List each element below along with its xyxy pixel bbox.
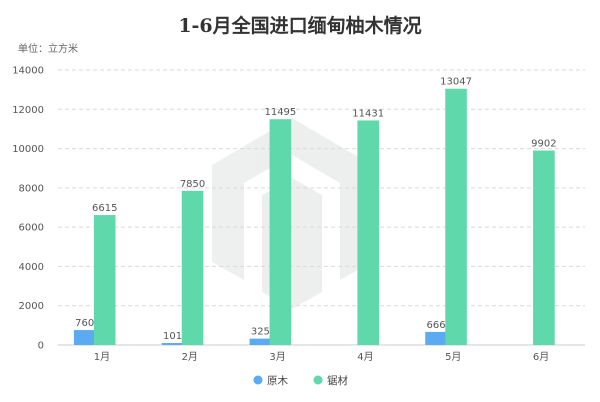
gridlines	[58, 69, 585, 346]
data-label: 11495	[264, 107, 296, 118]
x-tick-label: 4月	[357, 351, 373, 363]
y-tick-label: 6000	[19, 223, 44, 234]
legend-marker	[253, 375, 263, 385]
data-label: 760	[75, 318, 94, 329]
bar-logs	[161, 343, 184, 345]
bar-logs	[425, 331, 447, 345]
bar-sawn-timber	[181, 190, 204, 345]
watermark-logo	[212, 118, 372, 309]
data-label: 6615	[92, 203, 117, 214]
y-tick-label: 8000	[19, 183, 44, 194]
legend-marker	[313, 375, 323, 385]
data-label: 325	[251, 327, 270, 338]
x-axis-ticks: 1月 2月 3月 4月 5月 6月	[94, 351, 550, 363]
x-tick-label: 3月	[269, 351, 285, 363]
bars	[73, 88, 555, 346]
data-label: 13047	[440, 77, 472, 88]
data-label: 7850	[180, 179, 205, 190]
y-tick-label: 12000	[12, 105, 44, 116]
legend: 原木 锯材	[253, 374, 348, 387]
data-label: 9902	[531, 138, 556, 149]
legend-label: 原木	[267, 375, 288, 387]
x-tick-label: 5月	[445, 351, 461, 363]
x-tick-label: 2月	[182, 351, 198, 363]
x-tick-label: 1月	[94, 351, 110, 363]
data-label: 666	[427, 320, 446, 331]
bar-sawn-timber	[93, 215, 116, 345]
bar-sawn-timber	[533, 150, 555, 345]
bar-logs	[249, 338, 272, 345]
data-label: 11431	[352, 108, 384, 119]
bar-sawn-timber	[269, 119, 292, 346]
unit-label: 单位：立方米	[18, 42, 78, 55]
y-tick-label: 10000	[12, 144, 44, 155]
x-tick-label: 6月	[533, 351, 549, 363]
y-axis-ticks: 0 2000 4000 6000 8000 10000 12000 14000	[12, 66, 44, 352]
bar-logs	[73, 330, 96, 345]
y-tick-label: 0	[38, 341, 44, 352]
y-tick-label: 14000	[12, 66, 44, 77]
chart-title: 1-6月全国进口缅甸柚木情况	[178, 14, 421, 37]
bar-sawn-timber	[357, 120, 380, 346]
bar-sawn-timber	[445, 88, 467, 346]
y-tick-label: 4000	[19, 262, 44, 273]
data-label: 101	[163, 331, 182, 342]
legend-label: 锯材	[327, 374, 348, 387]
y-tick-label: 2000	[19, 301, 44, 312]
data-labels: 760 6615 101 7850 325 11495 11431 666 13047 9902	[75, 77, 556, 342]
